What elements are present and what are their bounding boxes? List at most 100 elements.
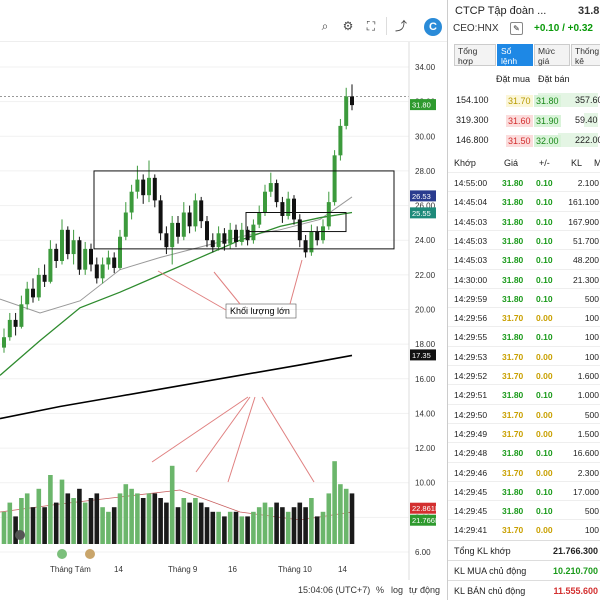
trade-row: 14:29:56 31.70 0.00 100 [448, 307, 600, 326]
trade-price: 31.80 [502, 178, 524, 188]
volume-bar [222, 516, 227, 544]
volume-bar [82, 502, 88, 544]
trade-row: 14:29:45 31.80 0.10 17.000 [448, 480, 600, 500]
annotation-arrow [151, 396, 249, 463]
ask-price[interactable]: 31.80 [534, 95, 561, 107]
trade-header-side: M [594, 158, 600, 168]
volume-bar [210, 511, 216, 544]
volume-bar [169, 465, 175, 544]
bid-price[interactable]: 31.70 [506, 95, 533, 107]
volume-bar [111, 507, 117, 544]
candle-body [338, 125, 343, 156]
trade-row: 14:29:49 31.70 0.00 1.500 [448, 422, 600, 442]
trade-change: 0.00 [536, 525, 553, 536]
bid-volume: 154.100 [456, 95, 489, 105]
event-marker [15, 530, 25, 540]
trade-volume: 100 [584, 351, 599, 362]
candle-body [112, 257, 117, 268]
trade-price: 31.80 [502, 390, 524, 401]
volume-bar [332, 461, 337, 544]
toolbar-divider [386, 17, 387, 35]
zoom-icon[interactable]: ⌕ [321, 19, 329, 33]
share-icon[interactable]: ⤴ [394, 19, 407, 33]
volume-bar [123, 484, 129, 544]
moving-averages [0, 196, 353, 521]
trade-change: 0.00 [536, 467, 553, 478]
auto-toggle[interactable]: tự động [409, 585, 441, 595]
trade-change: 0.10 [536, 274, 553, 285]
trade-row: 14:29:41 31.70 0.00 100 [448, 519, 600, 538]
edit-icon[interactable]: ✎ [510, 22, 523, 35]
trade-change: 0.00 [536, 409, 553, 420]
candle-body [31, 288, 35, 298]
last-price: 31.8 [578, 5, 600, 17]
trade-time: 14:29:45 [454, 506, 488, 517]
volume-bar [291, 507, 297, 544]
annotation-arrow [213, 271, 241, 305]
price-tick-label: 24.00 [415, 236, 436, 245]
volume-bar [193, 498, 198, 544]
ask-price[interactable]: 31.90 [534, 115, 561, 127]
trade-row: 14:29:59 31.80 0.10 500 [448, 287, 600, 307]
volume-bar [19, 498, 24, 544]
ask-price[interactable]: 32.00 [534, 135, 561, 147]
candle-body [286, 198, 291, 216]
bid-price[interactable]: 31.60 [506, 115, 533, 127]
date-tick-label: 14 [114, 565, 123, 574]
summary-value: 10.210.700 [552, 566, 598, 576]
candle-body [228, 229, 233, 244]
volume-bar [227, 511, 233, 544]
price-tick-label: 28.00 [415, 167, 436, 176]
panel-tabs: Tổng hợp Sổ lệnh Mức giá Thống kê [454, 44, 600, 66]
annotation-label: Khối lượng lớn [230, 306, 290, 316]
candle-body [158, 200, 163, 234]
chart-toolbar: ⌕ ⚙ ⛶ ⤴ C [0, 0, 447, 42]
candle-body [193, 200, 198, 227]
trade-volume: 16.600 [573, 448, 599, 459]
volume-bar [343, 488, 349, 544]
trade-header-price: Giá [504, 158, 519, 168]
volume-bar [268, 507, 274, 544]
price-tick-label: 22.00 [415, 271, 436, 280]
candle-body [147, 177, 151, 196]
percent-toggle[interactable]: % [376, 585, 385, 595]
log-toggle[interactable]: log [391, 585, 404, 595]
candle-body [216, 233, 221, 248]
trade-change: 0.10 [536, 293, 553, 304]
trade-time: 14:29:56 [454, 313, 488, 324]
chart-area[interactable]: ⌕ ⚙ ⛶ ⤴ C Khối lượng lớn 34.0032.0030.00… [0, 0, 447, 600]
tab-price-levels[interactable]: Mức giá [534, 44, 570, 66]
price-chart[interactable]: Khối lượng lớn 34.0032.0030.0028.0026.00… [0, 42, 447, 580]
trade-price: 31.80 [502, 506, 524, 517]
bid-price[interactable]: 31.50 [506, 135, 533, 147]
candle-body [251, 224, 256, 241]
tab-summary[interactable]: Tổng hợp [454, 44, 496, 66]
volume-bar [297, 502, 303, 544]
ma2-badge-bg [410, 207, 436, 219]
bid-volume: 319.300 [456, 115, 489, 125]
volume-badge-1: 22.861M [412, 504, 441, 513]
trade-time: 14:45:03 [454, 255, 488, 266]
volume-bar [309, 498, 314, 544]
trade-row: 14:29:50 31.70 0.00 500 [448, 403, 600, 423]
volume-bar [280, 507, 285, 544]
trade-header-change: +/- [539, 158, 550, 168]
tab-stats[interactable]: Thống kê [571, 44, 600, 66]
volume-bar [65, 493, 71, 544]
volume-bar [164, 502, 169, 544]
trade-change: 0.00 [536, 371, 553, 381]
candle-body [268, 183, 273, 192]
price-tick-label: 12.00 [415, 444, 436, 453]
tab-order-book[interactable]: Sổ lệnh [497, 44, 533, 66]
trade-volume: 21.300 [573, 274, 599, 285]
gear-icon[interactable]: ⚙ [342, 19, 354, 33]
trade-price: 31.70 [502, 371, 524, 381]
ma1-badge-bg [410, 190, 436, 202]
trade-row: 14:45:03 31.80 0.10 167.900 [448, 210, 600, 230]
ma-short-line [0, 196, 353, 314]
candle-body [71, 240, 76, 255]
fullscreen-icon[interactable]: ⛶ [366, 19, 376, 33]
bid-header: Đặt mua [496, 74, 531, 84]
candle-body [77, 240, 82, 270]
trade-price: 31.70 [502, 525, 524, 536]
